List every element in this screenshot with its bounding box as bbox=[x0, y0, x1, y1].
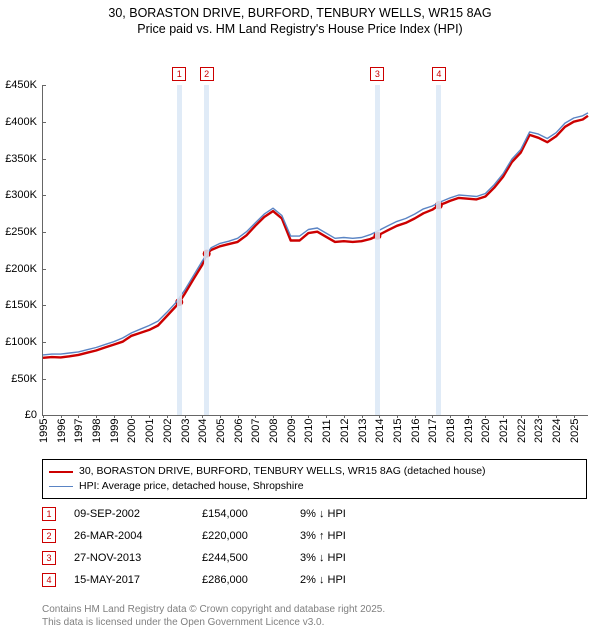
sales-table: 1 09-SEP-2002 £154,000 9% ↓ HPI 2 26-MAR-2004… bbox=[42, 503, 390, 591]
sale-marker: 1 bbox=[172, 67, 186, 81]
chart-title-line1: 30, BORASTON DRIVE, BURFORD, TENBURY WEL… bbox=[0, 6, 600, 22]
attribution: Contains HM Land Registry data © Crown c… bbox=[42, 603, 385, 629]
sale-band bbox=[204, 85, 209, 415]
sale-marker: 3 bbox=[370, 67, 384, 81]
sale-band bbox=[436, 85, 441, 415]
x-tick-label: 2017 bbox=[427, 419, 439, 443]
sales-row-delta: 3% ↑ HPI bbox=[300, 530, 390, 542]
sales-row-price: £244,500 bbox=[202, 552, 282, 564]
x-tick-label: 2015 bbox=[392, 419, 404, 443]
y-tick-label: £50K bbox=[11, 373, 43, 385]
x-tick-label: 2009 bbox=[286, 419, 298, 443]
y-tick-label: £300K bbox=[5, 189, 43, 201]
legend: 30, BORASTON DRIVE, BURFORD, TENBURY WEL… bbox=[42, 459, 587, 498]
legend-label: HPI: Average price, detached house, Shro… bbox=[79, 479, 304, 494]
sales-row-delta: 3% ↓ HPI bbox=[300, 552, 390, 564]
x-tick-label: 2024 bbox=[551, 419, 563, 443]
series-svg bbox=[43, 85, 588, 415]
sales-row-marker: 2 bbox=[42, 529, 56, 543]
sales-row-date: 15-MAY-2017 bbox=[74, 574, 184, 586]
x-tick-label: 1998 bbox=[91, 419, 103, 443]
sales-row-price: £220,000 bbox=[202, 530, 282, 542]
x-tick-label: 2016 bbox=[410, 419, 422, 443]
legend-swatch bbox=[49, 471, 73, 473]
sales-row: 3 27-NOV-2013 £244,500 3% ↓ HPI bbox=[42, 547, 390, 569]
x-tick-label: 2012 bbox=[339, 419, 351, 443]
x-tick-label: 2005 bbox=[215, 419, 227, 443]
x-tick-label: 2018 bbox=[445, 419, 457, 443]
sales-row-delta: 2% ↓ HPI bbox=[300, 574, 390, 586]
sales-row-date: 09-SEP-2002 bbox=[74, 508, 184, 520]
y-tick-label: £150K bbox=[5, 299, 43, 311]
x-tick-label: 2000 bbox=[126, 419, 138, 443]
x-tick-label: 2021 bbox=[498, 419, 510, 443]
x-tick-label: 2004 bbox=[197, 419, 209, 443]
x-tick-label: 1996 bbox=[56, 419, 68, 443]
plot-area: £0£50K£100K£150K£200K£250K£300K£350K£400… bbox=[42, 85, 588, 416]
x-tick-label: 2019 bbox=[463, 419, 475, 443]
attribution-line2: This data is licensed under the Open Gov… bbox=[42, 616, 385, 629]
y-tick-label: £450K bbox=[5, 79, 43, 91]
x-tick-label: 2010 bbox=[303, 419, 315, 443]
chart-title-block: 30, BORASTON DRIVE, BURFORD, TENBURY WEL… bbox=[0, 0, 600, 37]
sales-row: 2 26-MAR-2004 £220,000 3% ↑ HPI bbox=[42, 525, 390, 547]
sale-band bbox=[177, 85, 182, 415]
sales-row-date: 26-MAR-2004 bbox=[74, 530, 184, 542]
x-tick-label: 2022 bbox=[516, 419, 528, 443]
series-price_paid bbox=[43, 116, 588, 358]
y-tick-label: £350K bbox=[5, 153, 43, 165]
x-tick-label: 2023 bbox=[533, 419, 545, 443]
sale-marker: 4 bbox=[432, 67, 446, 81]
legend-swatch bbox=[49, 486, 73, 487]
x-tick-label: 1997 bbox=[73, 419, 85, 443]
sales-row-marker: 4 bbox=[42, 573, 56, 587]
x-tick-label: 2020 bbox=[480, 419, 492, 443]
sales-row-date: 27-NOV-2013 bbox=[74, 552, 184, 564]
legend-row: HPI: Average price, detached house, Shro… bbox=[49, 479, 580, 494]
attribution-line1: Contains HM Land Registry data © Crown c… bbox=[42, 603, 385, 616]
sale-band bbox=[375, 85, 380, 415]
y-tick-label: £400K bbox=[5, 116, 43, 128]
sale-marker: 2 bbox=[200, 67, 214, 81]
sales-row-marker: 3 bbox=[42, 551, 56, 565]
legend-row: 30, BORASTON DRIVE, BURFORD, TENBURY WEL… bbox=[49, 464, 580, 479]
y-tick-label: £100K bbox=[5, 336, 43, 348]
x-tick-label: 2001 bbox=[144, 419, 156, 443]
x-tick-label: 2002 bbox=[162, 419, 174, 443]
sales-row: 4 15-MAY-2017 £286,000 2% ↓ HPI bbox=[42, 569, 390, 591]
x-tick-label: 2013 bbox=[357, 419, 369, 443]
x-tick-label: 2011 bbox=[321, 420, 333, 444]
sales-row-marker: 1 bbox=[42, 507, 56, 521]
y-tick-label: £250K bbox=[5, 226, 43, 238]
sales-row-price: £286,000 bbox=[202, 574, 282, 586]
x-tick-label: 2014 bbox=[374, 419, 386, 443]
x-tick-label: 2006 bbox=[233, 419, 245, 443]
x-tick-label: 1995 bbox=[38, 419, 50, 443]
sales-row: 1 09-SEP-2002 £154,000 9% ↓ HPI bbox=[42, 503, 390, 525]
y-tick-label: £200K bbox=[5, 263, 43, 275]
x-tick-label: 2008 bbox=[268, 419, 280, 443]
x-tick-label: 1999 bbox=[109, 419, 121, 443]
series-hpi bbox=[43, 113, 588, 355]
legend-label: 30, BORASTON DRIVE, BURFORD, TENBURY WEL… bbox=[79, 464, 486, 479]
sales-row-delta: 9% ↓ HPI bbox=[300, 508, 390, 520]
sales-row-price: £154,000 bbox=[202, 508, 282, 520]
x-tick-label: 2007 bbox=[250, 419, 262, 443]
chart-title-line2: Price paid vs. HM Land Registry's House … bbox=[0, 22, 600, 38]
x-tick-label: 2003 bbox=[180, 419, 192, 443]
x-tick-label: 2025 bbox=[569, 419, 581, 443]
